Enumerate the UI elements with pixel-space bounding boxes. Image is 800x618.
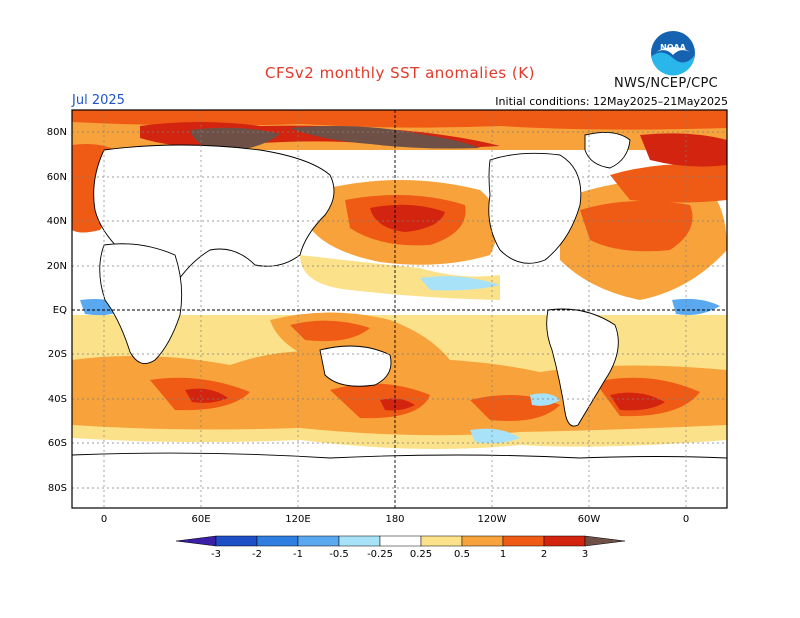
lon-label: 180 — [385, 514, 404, 525]
graticule — [72, 110, 727, 508]
lat-label: 80N — [47, 127, 67, 138]
colorbar-label: 0.5 — [454, 549, 470, 560]
lat-label: 20S — [48, 349, 67, 360]
colorbar-cell — [338, 535, 381, 547]
noaa-logo: NOAA — [651, 31, 695, 76]
colorbar-cell — [215, 535, 258, 547]
colorbar-label: -2 — [252, 549, 262, 560]
colorbar-label: 1 — [500, 549, 506, 560]
initial-conditions-label: Initial conditions: 12May2025–21May2025 — [495, 95, 728, 108]
colorbar-label: -3 — [211, 549, 221, 560]
colorbar-cell — [502, 535, 545, 547]
longitude-labels: 0 60E 120E 180 120W 60W 0 — [101, 514, 689, 525]
latitude-labels: 80N 60N 40N 20N EQ 20S 40S 60S 80S — [47, 127, 67, 494]
lon-label: 120E — [285, 514, 310, 525]
lat-label: 60S — [48, 438, 67, 449]
lon-label: 0 — [101, 514, 107, 525]
colorbar-label: 2 — [541, 549, 547, 560]
colorbar-low-arrow — [175, 535, 217, 547]
colorbar-label: -0.25 — [367, 549, 393, 560]
colorbar-label: -0.5 — [329, 549, 349, 560]
map-title: CFSv2 monthly SST anomalies (K) — [265, 64, 535, 82]
lon-label: 60E — [191, 514, 210, 525]
colorbar-cell — [420, 535, 463, 547]
colorbar-cell — [543, 535, 586, 547]
equator-dateline — [72, 110, 727, 508]
anomaly-field — [72, 110, 727, 508]
map-frame — [71, 109, 728, 509]
colorbar-labels: -3 -2 -1 -0.5 -0.25 0.25 0.5 1 2 3 — [211, 549, 588, 560]
lon-label: 60W — [578, 514, 601, 525]
colorbar — [175, 535, 626, 547]
lon-label: 0 — [683, 514, 689, 525]
colorbar-cell — [461, 535, 504, 547]
colorbar-high-arrow — [584, 535, 626, 547]
coastlines — [72, 131, 727, 508]
lat-label: 40S — [48, 394, 67, 405]
colorbar-cell — [379, 535, 422, 547]
lat-label: EQ — [53, 305, 67, 316]
colorbar-label: -1 — [293, 549, 303, 560]
lat-label: 40N — [47, 216, 67, 227]
lat-label: 80S — [48, 483, 67, 494]
agency-label: NWS/NCEP/CPC — [614, 76, 719, 91]
valid-month-label: Jul 2025 — [72, 93, 125, 108]
colorbar-label: 0.25 — [410, 549, 432, 560]
colorbar-cell — [297, 535, 340, 547]
lat-label: 20N — [47, 261, 67, 272]
lat-label: 60N — [47, 172, 67, 183]
colorbar-cell — [256, 535, 299, 547]
lon-label: 120W — [478, 514, 507, 525]
colorbar-label: 3 — [582, 549, 588, 560]
svg-text:NOAA: NOAA — [660, 43, 686, 52]
